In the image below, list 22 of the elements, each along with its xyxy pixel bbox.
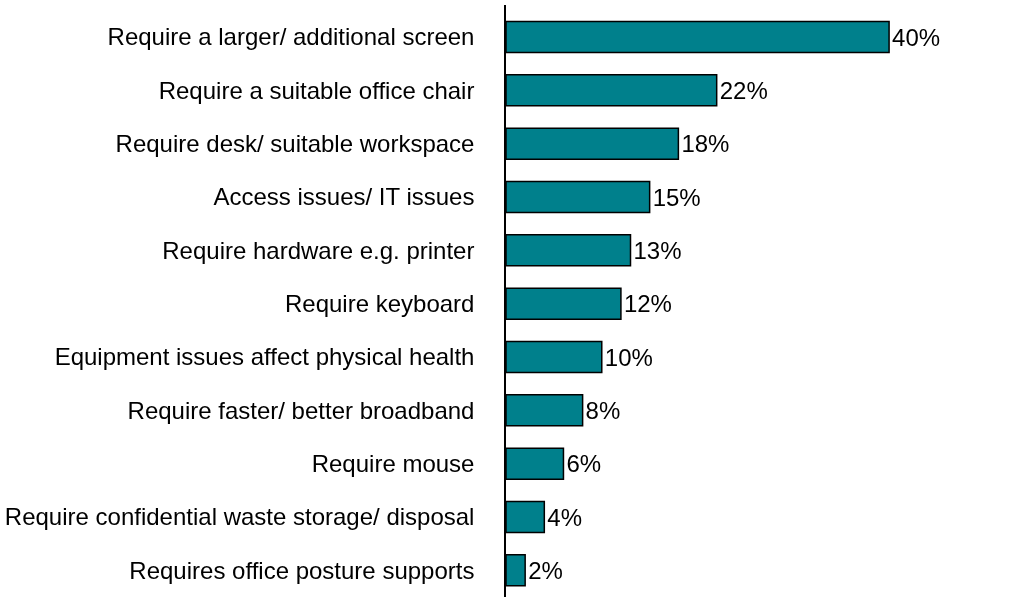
y-tick-label: Require desk/ suitable workspace <box>115 130 475 158</box>
data-label: 15% <box>652 183 701 211</box>
y-tick-label: Require mouse <box>311 450 475 478</box>
data-label: 4% <box>547 503 582 531</box>
data-label: 13% <box>633 236 682 264</box>
data-label: 8% <box>585 396 621 424</box>
data-label: 10% <box>604 343 653 371</box>
y-tick-label: Require confidential waste storage/ disposal <box>4 503 475 531</box>
y-tick-label: Equipment issues affect physical health <box>54 343 475 371</box>
y-tick-label: Require keyboard <box>285 290 475 318</box>
y-tick-label: Require hardware e.g. printer <box>162 236 475 264</box>
y-tick-label: Require faster/ better broadband <box>127 396 475 424</box>
data-label: 40% <box>892 23 941 51</box>
y-tick-label: Require a larger/ additional screen <box>107 23 475 51</box>
data-label: 6% <box>566 450 602 478</box>
data-label: 18% <box>681 130 730 158</box>
y-tick-label: Access issues/ IT issues <box>213 183 475 211</box>
data-label: 12% <box>623 290 672 318</box>
data-label: 22% <box>719 76 768 104</box>
data-label: 2% <box>528 556 563 584</box>
y-tick-label: Require a suitable office chair <box>158 76 475 104</box>
y-tick-label: Requires office posture supports <box>129 556 475 584</box>
